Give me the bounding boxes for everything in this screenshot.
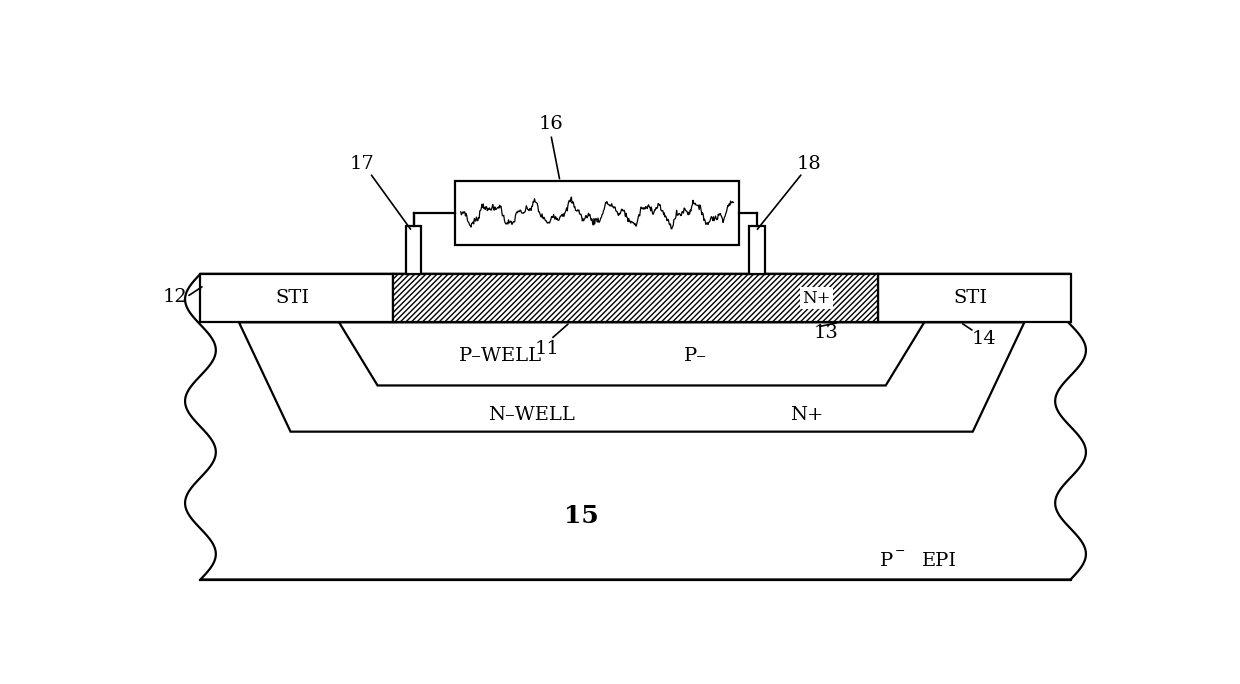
Text: P: P	[880, 552, 894, 570]
Text: 13: 13	[813, 324, 839, 342]
Text: −: −	[895, 545, 905, 558]
Polygon shape	[393, 274, 878, 322]
Polygon shape	[239, 322, 1024, 432]
Text: STI: STI	[275, 289, 310, 307]
Text: N+: N+	[790, 406, 823, 423]
Text: 12: 12	[162, 288, 187, 306]
Text: 15: 15	[564, 504, 599, 528]
Text: 18: 18	[796, 155, 821, 172]
Text: P–WELL: P–WELL	[459, 347, 542, 365]
Text: 11: 11	[534, 339, 559, 358]
Text: N–WELL: N–WELL	[489, 406, 575, 423]
Bar	[405, 226, 422, 274]
Text: STI: STI	[954, 289, 987, 307]
Polygon shape	[185, 274, 1086, 579]
Text: 16: 16	[538, 115, 563, 133]
Text: N+: N+	[802, 290, 831, 307]
Text: P–: P–	[684, 347, 707, 365]
Text: EPI: EPI	[921, 552, 957, 570]
Polygon shape	[201, 274, 393, 322]
Text: 17: 17	[350, 155, 374, 172]
Bar	[749, 226, 765, 274]
Bar	[455, 181, 739, 246]
Polygon shape	[339, 322, 924, 386]
Text: 14: 14	[971, 330, 996, 348]
Polygon shape	[878, 274, 1070, 322]
